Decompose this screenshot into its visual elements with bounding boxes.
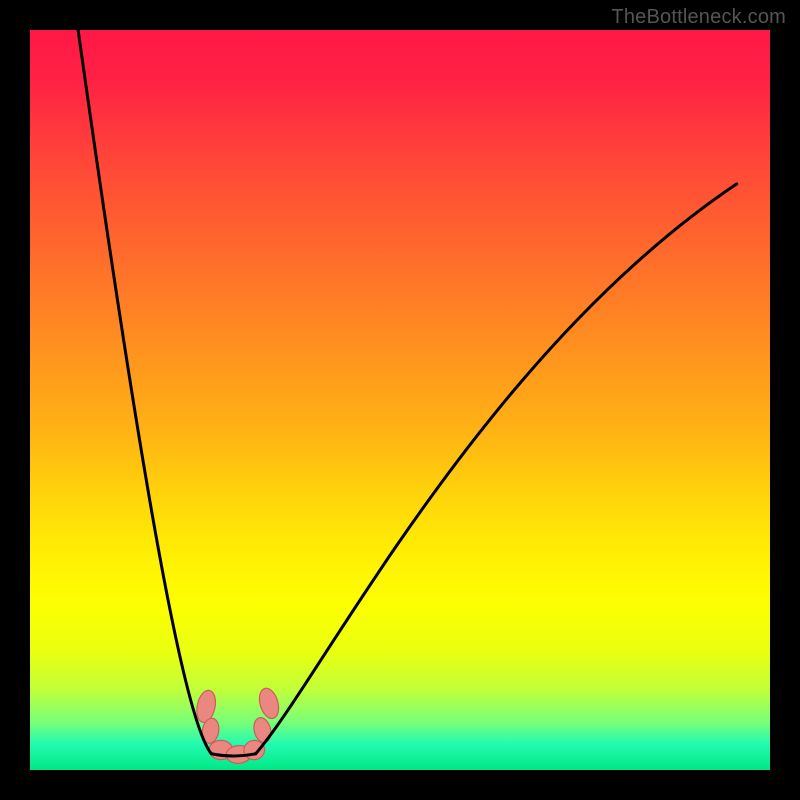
plot-area: [30, 30, 770, 770]
valley-blob: [256, 686, 282, 721]
curve-left-branch: [78, 30, 211, 754]
valley-blob-cluster: [194, 686, 282, 764]
chart-stage: TheBottleneck.com: [0, 0, 800, 800]
watermark-label: TheBottleneck.com: [611, 6, 786, 29]
curve-right-branch: [256, 184, 737, 754]
curve-layer: [30, 30, 770, 770]
